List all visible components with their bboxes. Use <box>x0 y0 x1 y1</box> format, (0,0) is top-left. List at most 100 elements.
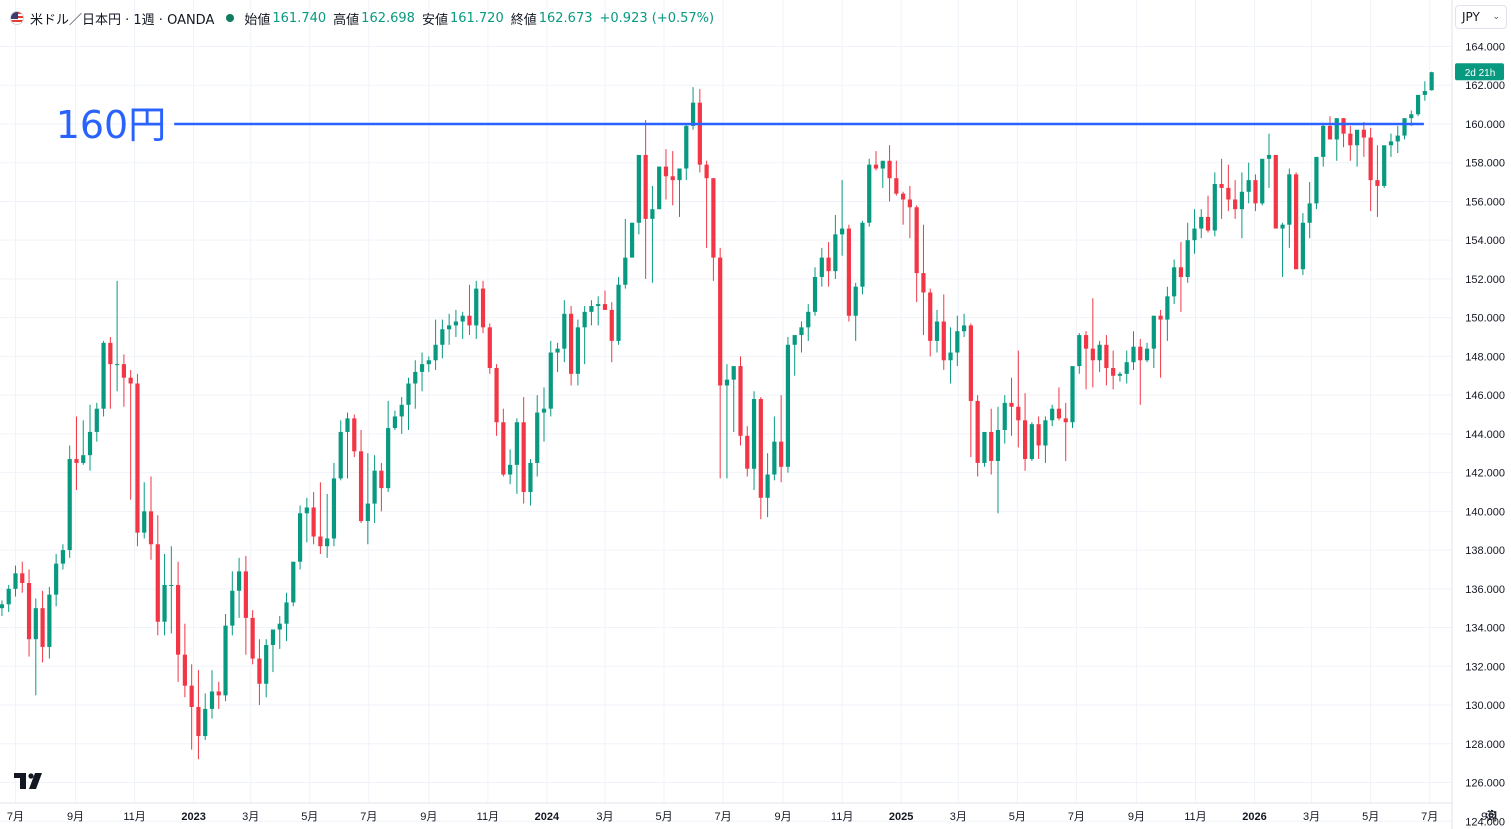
candle-body <box>934 321 940 341</box>
candle-body <box>148 511 154 545</box>
y-tick-label: 132.000 <box>1465 661 1505 673</box>
candle-body <box>236 571 242 591</box>
y-tick-label: 136.000 <box>1465 584 1505 596</box>
x-tick-label: 11月 <box>123 811 145 823</box>
candle-body <box>846 228 852 316</box>
candle-body <box>1321 125 1326 157</box>
candle-body <box>894 178 899 194</box>
candle-body <box>1124 362 1129 374</box>
candle-body <box>338 431 343 479</box>
countdown-label: 2d 21h <box>1465 68 1496 79</box>
candle-body <box>1111 368 1116 376</box>
candle-body <box>684 125 689 169</box>
candle-body <box>1043 420 1048 446</box>
candle-body <box>399 404 404 417</box>
candle-body <box>352 418 357 452</box>
x-tick-label: 2023 <box>181 811 205 823</box>
symbol-label[interactable]: 米ドル／日本円 · 1週 · OANDA <box>30 12 215 28</box>
candle-body <box>115 364 120 366</box>
candle-body <box>860 222 865 287</box>
x-tick-label: 3月 <box>950 811 967 823</box>
candle-body <box>731 366 736 380</box>
candle-body <box>833 234 838 272</box>
candle-body <box>501 422 506 475</box>
candle-body <box>250 617 255 659</box>
candle-body <box>792 335 797 345</box>
candle-body <box>467 315 472 326</box>
candle-body <box>887 160 892 179</box>
candle-body <box>602 304 608 310</box>
candle-body <box>514 422 519 465</box>
candle-body <box>1402 118 1407 136</box>
candle-body <box>1151 315 1156 349</box>
candle-body <box>582 311 587 328</box>
candle-body <box>1219 184 1224 188</box>
candle-body <box>772 441 777 475</box>
candle-body <box>419 364 425 372</box>
candle-body <box>1388 141 1394 146</box>
x-tick-label: 7月 <box>360 811 377 823</box>
candle-body <box>1314 156 1319 204</box>
currency-label: JPY <box>1462 10 1480 24</box>
candle-body <box>243 571 248 618</box>
candle-body <box>1009 402 1014 407</box>
market-status-icon <box>226 14 235 22</box>
candle-body <box>128 377 133 384</box>
candle-body <box>1239 191 1245 210</box>
gear-icon[interactable] <box>1484 808 1498 822</box>
candle-body <box>758 399 763 498</box>
candle-body <box>203 708 208 737</box>
candle-body <box>989 431 994 461</box>
candle-body <box>1199 216 1204 229</box>
candle-body <box>460 315 465 322</box>
candle-body <box>372 470 377 504</box>
candle-body <box>1117 373 1123 376</box>
candle-body <box>121 364 127 378</box>
candle-body <box>623 257 628 285</box>
candle-body <box>1192 228 1197 241</box>
candle-body <box>921 273 926 293</box>
y-tick-label: 128.000 <box>1465 739 1505 751</box>
candle-body <box>1260 158 1265 204</box>
candle-body <box>779 441 784 467</box>
candle-body <box>643 154 648 219</box>
candle-body <box>1253 180 1258 204</box>
candle-body <box>751 399 757 469</box>
candle-body <box>1300 222 1305 270</box>
candle-body <box>548 352 553 409</box>
x-tick-label: 9月 <box>1128 811 1145 823</box>
candle-body <box>54 563 59 595</box>
candle-body <box>1016 406 1021 421</box>
candle-body <box>785 344 791 467</box>
candle-body <box>26 583 32 640</box>
candle-body <box>697 102 702 165</box>
candle-body <box>1131 346 1136 363</box>
candle-body <box>853 286 858 316</box>
candle-body <box>765 474 770 498</box>
candle-body <box>60 550 66 564</box>
candle-body <box>1280 224 1285 229</box>
candle-body <box>806 311 811 328</box>
candle-body <box>1056 408 1062 419</box>
candle-body <box>1361 129 1366 138</box>
candle-body <box>40 608 45 647</box>
x-tick-label: 5月 <box>1009 811 1026 823</box>
candle-body <box>67 459 72 551</box>
candle-body <box>1172 267 1177 297</box>
x-tick-label: 7月 <box>1421 811 1438 823</box>
x-tick-label: 9月 <box>67 811 84 823</box>
annotation-label: 160円 <box>56 103 167 147</box>
y-tick-label: 150.000 <box>1465 313 1505 325</box>
candle-body <box>1409 114 1414 119</box>
candle-body <box>1422 91 1427 95</box>
candle-body <box>609 309 614 341</box>
candle-body <box>142 511 147 533</box>
currency-select-button[interactable]: JPY ⌄ <box>1455 5 1507 29</box>
candle-body <box>297 513 303 562</box>
candle-body <box>379 470 384 489</box>
candle-body <box>928 292 933 341</box>
tradingview-logo-icon[interactable] <box>14 773 44 789</box>
candle-body <box>677 168 682 181</box>
candle-body <box>541 408 547 413</box>
